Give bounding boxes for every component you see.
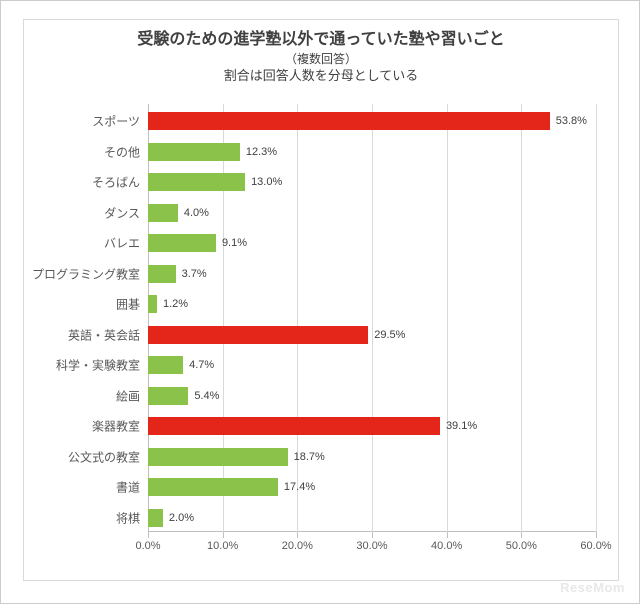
bar-value-label: 17.4% bbox=[284, 481, 315, 493]
y-category-label: ダンス bbox=[24, 204, 142, 221]
bar-value-label: 12.3% bbox=[246, 146, 277, 158]
bar-value-label: 3.7% bbox=[182, 268, 207, 280]
x-tick-label: 40.0% bbox=[431, 540, 462, 552]
bar-row: 1.2% bbox=[148, 295, 596, 313]
plot-area: 53.8% 12.3% 13.0% 4.0% 9.1% 3.7% 1.2% 29.5% 4.7%… bbox=[148, 104, 596, 532]
chart-note: 割合は回答人数を分母としている bbox=[24, 68, 618, 85]
bar bbox=[148, 509, 163, 527]
y-category-label: プログラミング教室 bbox=[24, 265, 142, 282]
bar-value-label: 39.1% bbox=[446, 420, 477, 432]
bar bbox=[148, 234, 216, 252]
x-tick-label: 60.0% bbox=[580, 540, 611, 552]
x-axis-labels: 0.0%10.0%20.0%30.0%40.0%50.0%60.0% bbox=[148, 540, 596, 558]
bar-row: 17.4% bbox=[148, 478, 596, 496]
gridline bbox=[521, 104, 522, 532]
chart-container: 受験のための進学塾以外で通っていた塾や習いごと （複数回答） 割合は回答人数を分… bbox=[23, 19, 619, 581]
bar bbox=[148, 265, 176, 283]
bar bbox=[148, 387, 188, 405]
bar bbox=[148, 326, 368, 344]
bar-row: 18.7% bbox=[148, 448, 596, 466]
bar-row: 12.3% bbox=[148, 143, 596, 161]
bar bbox=[148, 112, 550, 130]
x-tick-label: 30.0% bbox=[356, 540, 387, 552]
bar-value-label: 53.8% bbox=[556, 115, 587, 127]
gridline bbox=[372, 104, 373, 532]
x-tick-label: 0.0% bbox=[135, 540, 160, 552]
bar-value-label: 4.7% bbox=[189, 359, 214, 371]
watermark-text: ReseMom bbox=[560, 580, 625, 595]
bar bbox=[148, 417, 440, 435]
y-category-label: 楽器教室 bbox=[24, 418, 142, 435]
y-category-label: 書道 bbox=[24, 479, 142, 496]
chart-subtitle: （複数回答） bbox=[24, 52, 618, 68]
bar-row: 13.0% bbox=[148, 173, 596, 191]
bar-row: 4.7% bbox=[148, 356, 596, 374]
gridline bbox=[297, 104, 298, 532]
bar bbox=[148, 143, 240, 161]
x-tick bbox=[596, 532, 597, 538]
bar bbox=[148, 356, 183, 374]
chart-title-block: 受験のための進学塾以外で通っていた塾や習いごと （複数回答） 割合は回答人数を分… bbox=[24, 20, 618, 85]
bar bbox=[148, 204, 178, 222]
gridline bbox=[223, 104, 224, 532]
chart-title: 受験のための進学塾以外で通っていた塾や習いごと bbox=[24, 30, 618, 51]
x-tick-label: 20.0% bbox=[282, 540, 313, 552]
bar bbox=[148, 295, 157, 313]
bar-value-label: 2.0% bbox=[169, 512, 194, 524]
bar-value-label: 1.2% bbox=[163, 298, 188, 310]
bar-value-label: 9.1% bbox=[222, 237, 247, 249]
bar-row: 9.1% bbox=[148, 234, 596, 252]
bar bbox=[148, 173, 245, 191]
x-tick bbox=[521, 532, 522, 538]
x-tick bbox=[372, 532, 373, 538]
y-category-label: 科学・実験教室 bbox=[24, 357, 142, 374]
bar-row: 4.0% bbox=[148, 204, 596, 222]
y-category-label: スポーツ bbox=[24, 113, 142, 130]
image-frame: 受験のための進学塾以外で通っていた塾や習いごと （複数回答） 割合は回答人数を分… bbox=[0, 0, 640, 604]
y-axis-line bbox=[148, 104, 149, 532]
bar-value-label: 5.4% bbox=[194, 390, 219, 402]
bar-row: 2.0% bbox=[148, 509, 596, 527]
bar-row: 5.4% bbox=[148, 387, 596, 405]
y-category-label: 英語・英会話 bbox=[24, 326, 142, 343]
gridline bbox=[447, 104, 448, 532]
bar-row: 29.5% bbox=[148, 326, 596, 344]
y-category-label: 公文式の教室 bbox=[24, 448, 142, 465]
bar-row: 53.8% bbox=[148, 112, 596, 130]
y-category-label: 将棋 bbox=[24, 509, 142, 526]
x-tick bbox=[447, 532, 448, 538]
x-tick bbox=[297, 532, 298, 538]
bar-value-label: 13.0% bbox=[251, 176, 282, 188]
bar-value-label: 4.0% bbox=[184, 207, 209, 219]
bar-row: 39.1% bbox=[148, 417, 596, 435]
bar-value-label: 29.5% bbox=[374, 329, 405, 341]
y-category-label: 囲碁 bbox=[24, 296, 142, 313]
y-category-label: 絵画 bbox=[24, 387, 142, 404]
gridline bbox=[596, 104, 597, 532]
bar-row: 3.7% bbox=[148, 265, 596, 283]
bar bbox=[148, 448, 288, 466]
y-category-label: そろばん bbox=[24, 174, 142, 191]
bar-value-label: 18.7% bbox=[294, 451, 325, 463]
x-tick bbox=[223, 532, 224, 538]
x-tick bbox=[148, 532, 149, 538]
x-tick-label: 10.0% bbox=[207, 540, 238, 552]
x-tick-label: 50.0% bbox=[506, 540, 537, 552]
y-axis-labels: スポーツその他そろばんダンスバレエプログラミング教室囲碁英語・英会話科学・実験教… bbox=[24, 104, 142, 532]
y-category-label: バレエ bbox=[24, 235, 142, 252]
bar bbox=[148, 478, 278, 496]
y-category-label: その他 bbox=[24, 143, 142, 160]
